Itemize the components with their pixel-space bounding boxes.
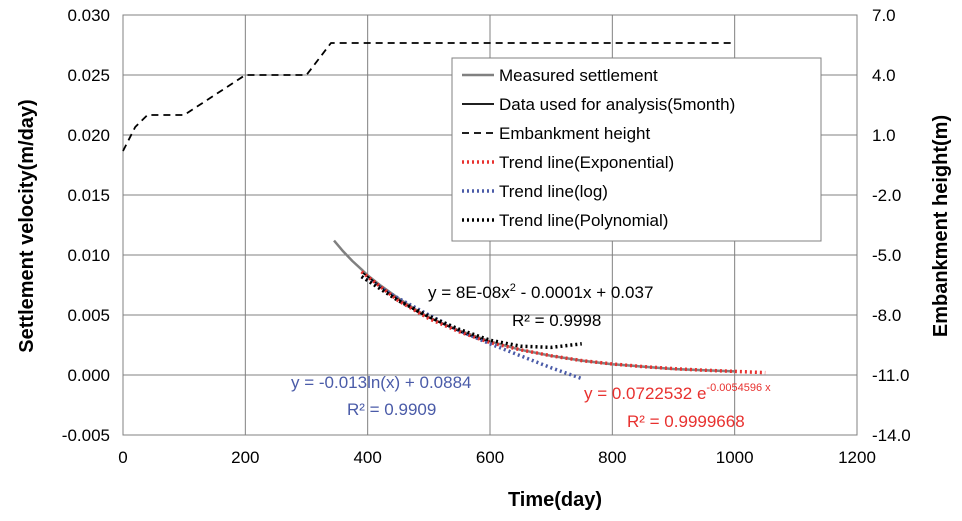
y2-axis-title: Embankment height(m) — [930, 115, 952, 337]
log-equation: y = -0.013ln(x) + 0.0884 — [291, 373, 472, 392]
legend-label-trend-line-log: Trend line(log) — [499, 182, 608, 201]
y-tick-label: 0.020 — [67, 126, 110, 145]
legend-label-embankment-height: Embankment height — [499, 124, 650, 143]
x-tick-label: 800 — [598, 448, 626, 467]
series-line-measured-settlement — [333, 239, 735, 373]
y2-tick-label: -11.0 — [872, 366, 910, 385]
exp-equation: y = 0.0722532 e-0.0054596 x — [584, 382, 771, 403]
y2-tick-label: -2.0 — [872, 186, 901, 205]
y-tick-label: 0.000 — [67, 366, 110, 385]
y2-tick-label: -8.0 — [872, 306, 901, 325]
y-tick-label: 0.010 — [67, 246, 110, 265]
y2-tick-label: -5.0 — [872, 246, 901, 265]
x-tick-label: 600 — [476, 448, 504, 467]
log-r2: R² = 0.9909 — [347, 400, 436, 419]
series-group — [122, 42, 766, 381]
y-axis-title: Settlement velocity(m/day) — [16, 99, 38, 352]
legend-label-trend-line-polynomial: Trend line(Polynomial) — [499, 211, 668, 230]
x-tick-label: 200 — [231, 448, 259, 467]
x-tick-label: 400 — [353, 448, 381, 467]
legend-label-measured-settlement: Measured settlement — [499, 66, 658, 85]
y-tick-label: -0.005 — [62, 426, 110, 445]
y-tick-label: 0.025 — [67, 66, 110, 85]
x-axis-title: Time(day) — [508, 489, 602, 511]
legend-label-data-used-for-analysis-5month: Data used for analysis(5month) — [499, 95, 735, 114]
y-tick-label: 0.005 — [67, 306, 110, 325]
legend-box — [451, 57, 822, 242]
plot-area — [122, 14, 858, 436]
series-line-trend-line-log — [360, 275, 583, 381]
legend-label-trend-line-exponential: Trend line(Exponential) — [499, 153, 674, 172]
poly-r2: R² = 0.9998 — [512, 311, 601, 330]
y2-tick-label: 1.0 — [872, 126, 896, 145]
x-tick-label: 0 — [118, 448, 127, 467]
x-tick-label: 1200 — [838, 448, 876, 467]
y2-tick-label: 4.0 — [872, 66, 896, 85]
exp-r2: R² = 0.9999668 — [627, 412, 745, 431]
tick-labels: 0 200 400 600 800 1000 1200 -0.005 0.000 0.005 0.0… — [62, 6, 911, 467]
annotations: y = 8E-08x2 - 0.0001x + 0.037 R² = 0.999… — [291, 282, 771, 431]
y-tick-label: 0.015 — [67, 186, 110, 205]
poly-equation: y = 8E-08x2 - 0.0001x + 0.037 — [428, 282, 653, 302]
y2-tick-label: 7.0 — [872, 6, 896, 25]
x-tick-label: 1000 — [716, 448, 754, 467]
series-line-trend-line-exponential — [360, 270, 766, 375]
y2-tick-label: -14.0 — [872, 426, 911, 445]
series-line-trend-line-polynomial — [360, 275, 582, 350]
y-tick-label: 0.030 — [67, 6, 110, 25]
legend: Measured settlement Data used for analysi… — [451, 57, 822, 242]
